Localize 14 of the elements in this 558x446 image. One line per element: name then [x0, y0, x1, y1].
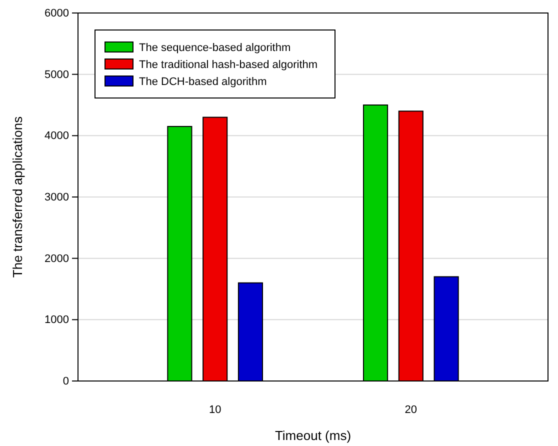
y-tick-label: 2000: [44, 252, 69, 265]
x-tick-label: 10: [208, 404, 222, 416]
legend-label: The sequence-based algorithm: [139, 42, 291, 54]
x-tick-label: 20: [404, 404, 418, 416]
y-tick-label: 3000: [44, 192, 69, 204]
y-tick-label: 5000: [44, 68, 69, 81]
y-tick-label: 1000: [44, 314, 69, 326]
legend-label: The traditional hash-based algorithm: [139, 59, 318, 71]
y-tick-label: 4000: [44, 130, 69, 142]
y-axis-title: The transferred applications: [10, 116, 25, 278]
y-tick-label: 0: [62, 376, 69, 388]
y-tick-label: 6000: [44, 8, 69, 20]
legend-label: The DCH-based algorithm: [139, 76, 267, 88]
x-axis-title: Timeout (ms): [274, 428, 352, 443]
